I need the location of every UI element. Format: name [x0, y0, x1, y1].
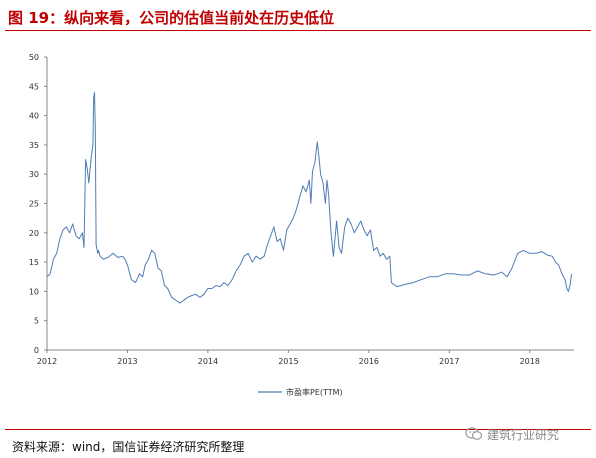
- y-tick-label: 35: [29, 141, 39, 150]
- wechat-icon: [465, 427, 483, 440]
- x-tick-label: 2016: [359, 357, 379, 366]
- series-layer: [46, 91, 573, 304]
- y-tick-label: 20: [29, 229, 39, 238]
- watermark: 建筑行业研究: [465, 425, 559, 443]
- watermark-text: 建筑行业研究: [487, 427, 560, 442]
- y-tick-label: 10: [29, 287, 39, 296]
- footer-rule: [5, 429, 591, 430]
- x-tick-label: 2017: [439, 357, 459, 366]
- y-tick-label: 45: [29, 82, 39, 91]
- x-tick-label: 2014: [198, 357, 218, 366]
- header-rule: [5, 30, 591, 31]
- y-tick-label: 25: [29, 200, 39, 209]
- legend: 市盈率PE(TTM): [258, 387, 343, 397]
- x-tick-label: 2013: [117, 357, 137, 366]
- figure-header: 图 19：纵向来看，公司的估值当前处在历史低位: [0, 0, 596, 33]
- y-tick-label: 50: [29, 53, 39, 62]
- series-line: [46, 91, 573, 304]
- y-tick-label: 5: [34, 317, 39, 326]
- y-tick-label: 30: [29, 170, 39, 179]
- y-tick-label: 40: [29, 112, 39, 121]
- x-tick-label: 2018: [520, 357, 540, 366]
- y-tick-label: 15: [29, 258, 39, 267]
- x-tick-label: 2015: [278, 357, 298, 366]
- x-axis: 2012 2013 2014 2015 2016 2017 2018: [37, 349, 574, 366]
- figure-title: 图 19：纵向来看，公司的估值当前处在历史低位: [8, 9, 335, 27]
- y-axis: 0 5 10 15 20 25 30 35 40 45 50: [29, 53, 48, 355]
- source-note: 资料来源：wind，国信证券经济研究所整理: [12, 440, 245, 454]
- x-tick-label: 2012: [37, 357, 57, 366]
- legend-label: 市盈率PE(TTM): [286, 387, 343, 397]
- y-tick-label: 0: [34, 346, 39, 355]
